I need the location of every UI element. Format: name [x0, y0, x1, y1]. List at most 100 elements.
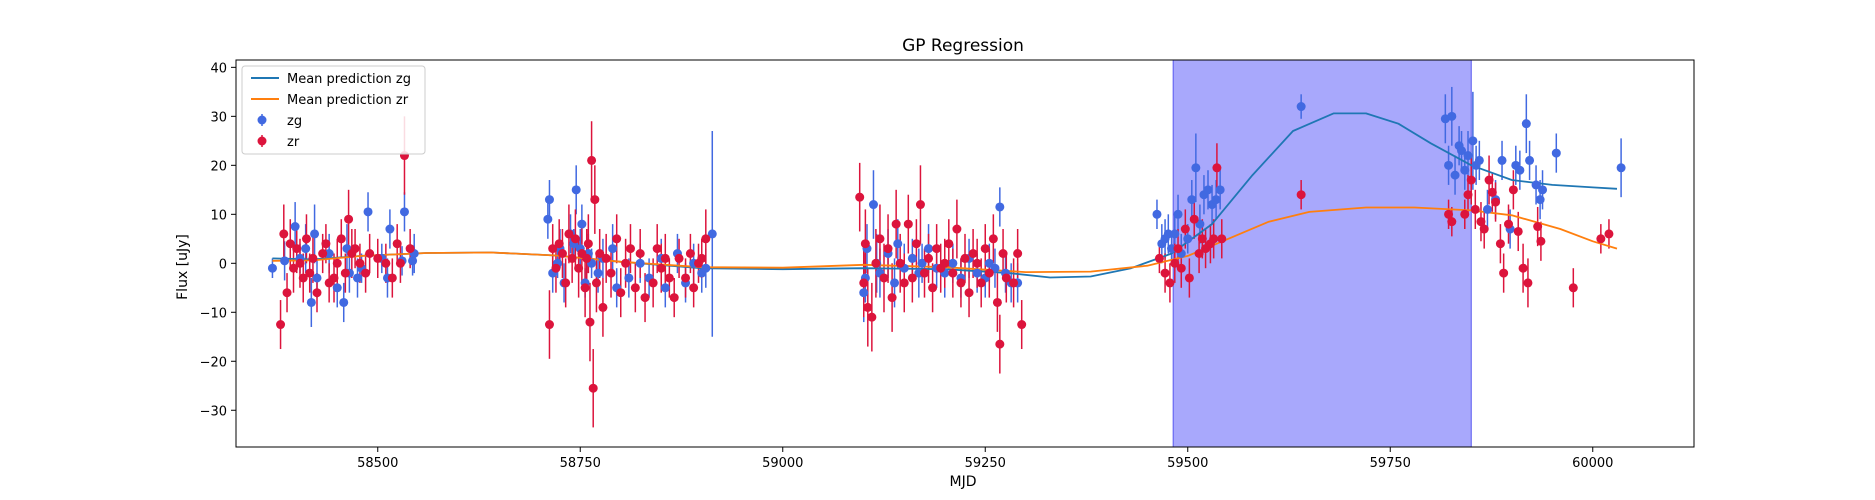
x-tick-label-59500: 59500	[1167, 456, 1208, 471]
point-zr-71	[689, 283, 699, 293]
x-tick-label-59750: 59750	[1370, 456, 1411, 471]
point-zg-120	[1616, 163, 1626, 173]
point-zr-137	[1463, 190, 1473, 200]
point-zr-95	[932, 244, 942, 254]
point-zr-140	[1476, 217, 1486, 227]
point-zr-116	[1017, 320, 1027, 330]
legend-label-zg: zg	[287, 114, 302, 129]
point-zr-106	[976, 278, 986, 288]
point-zg-9	[332, 283, 342, 293]
point-zr-47	[587, 155, 597, 165]
point-zr-13	[321, 239, 331, 249]
point-zr-131	[1212, 163, 1222, 173]
point-zg-107	[1474, 155, 1484, 165]
point-zr-9	[305, 268, 315, 278]
point-zr-58	[625, 244, 635, 254]
point-zg-59	[890, 278, 900, 288]
point-zg-114	[1521, 119, 1531, 129]
point-zg-117	[1535, 195, 1545, 205]
point-zr-102	[960, 253, 970, 263]
point-zr-143	[1487, 187, 1497, 197]
point-zr-124	[1184, 273, 1194, 283]
point-zg-42	[635, 258, 645, 268]
point-zr-113	[1001, 273, 1011, 283]
point-zg-115	[1525, 155, 1535, 165]
point-zr-70	[685, 249, 695, 258]
point-zg-85	[1173, 209, 1183, 219]
point-zr-135	[1447, 217, 1457, 227]
point-zr-25	[373, 253, 383, 263]
y-tick-label--20: −20	[200, 355, 227, 370]
point-zr-36	[557, 249, 567, 258]
point-zr-132	[1217, 234, 1227, 244]
point-zr-103	[964, 288, 974, 298]
x-tick-label-58500: 58500	[357, 456, 398, 471]
point-zr-93	[924, 253, 934, 263]
point-zr-138	[1466, 175, 1476, 185]
point-zg-95	[1215, 185, 1225, 195]
point-zr-104	[968, 249, 978, 258]
point-zg-7	[312, 273, 322, 283]
point-zr-2	[282, 288, 292, 298]
point-zg-116	[1531, 180, 1541, 190]
point-zg-104	[1463, 151, 1473, 161]
point-zr-39	[567, 253, 577, 263]
point-zr-76	[859, 278, 869, 288]
point-zr-65	[660, 253, 670, 263]
point-zr-28	[392, 239, 402, 249]
point-zr-100	[952, 224, 962, 234]
point-zr-4	[289, 263, 299, 273]
point-zg-83	[1167, 244, 1177, 254]
point-zg-50	[701, 263, 711, 273]
y-tick-label-40: 40	[210, 61, 227, 76]
point-zr-52	[598, 302, 608, 312]
point-zr-60	[635, 249, 645, 258]
y-axis-ticks: −30 −20 −10 0 10 20 30 40	[200, 61, 236, 419]
legend-label-mean-zg: Mean prediction zg	[287, 72, 411, 87]
point-zr-79	[867, 312, 877, 322]
point-zr-78	[863, 302, 873, 312]
point-zr-38	[564, 229, 574, 239]
point-zg-96	[1296, 102, 1306, 112]
point-zg-100	[1450, 170, 1460, 180]
x-tick-label-58750: 58750	[560, 456, 601, 471]
point-zg-62	[907, 253, 917, 263]
point-zr-40	[570, 234, 580, 244]
point-zr-61	[640, 293, 650, 303]
point-zr-33	[548, 244, 558, 254]
point-zr-43	[580, 283, 590, 293]
point-zr-119	[1165, 278, 1175, 288]
point-zg-75	[995, 202, 1005, 212]
point-zr-107	[980, 244, 990, 254]
point-zr-123	[1180, 224, 1190, 234]
point-zr-29	[395, 258, 405, 268]
point-zr-66	[664, 273, 674, 283]
point-zg-52	[859, 288, 869, 298]
x-tick-label-59000: 59000	[762, 456, 803, 471]
legend-box	[241, 65, 426, 155]
point-zr-44	[582, 253, 592, 263]
legend-marker-zr	[257, 136, 267, 146]
point-zr-97	[940, 258, 950, 268]
point-zg-88	[1187, 195, 1197, 205]
legend-marker-zg	[257, 115, 267, 125]
point-zg-1	[280, 256, 290, 266]
point-zr-69	[681, 273, 691, 283]
point-zg-5	[306, 297, 316, 307]
y-tick-label--30: −30	[200, 404, 227, 419]
point-zr-56	[616, 288, 626, 298]
x-axis-ticks: 58500 58750 59000 59250 59500 59750 60000	[357, 447, 1613, 471]
point-zg-21	[408, 256, 418, 266]
point-zg-33	[577, 219, 587, 229]
point-zr-10	[308, 253, 318, 263]
point-zg-118	[1538, 185, 1548, 195]
point-zg-8	[324, 249, 334, 258]
point-zg-119	[1551, 148, 1561, 158]
point-zr-24	[365, 249, 375, 258]
y-tick-label-20: 20	[210, 159, 227, 174]
point-zr-147	[1504, 219, 1514, 229]
point-zr-7	[298, 273, 308, 283]
point-zg-6	[310, 229, 320, 239]
point-zr-80	[871, 258, 881, 268]
